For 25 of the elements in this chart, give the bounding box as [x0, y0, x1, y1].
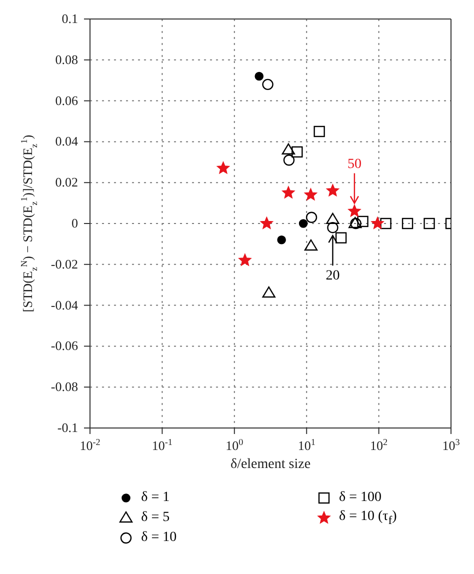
y-tick-label: -0.04 [50, 297, 78, 312]
legend-label: δ = 10 [141, 530, 177, 546]
legend-label: δ = 10 (τ$_{f}$) [338, 509, 397, 527]
y-tick-label: 0.04 [55, 134, 78, 149]
y-tick-label: -0.1 [57, 420, 78, 435]
x-tick-label: 10$^{3}$ [442, 437, 460, 453]
legend-label: δ = 100 [338, 490, 382, 506]
x-axis-title: δ/element size [230, 457, 311, 472]
x-tick-label: 10$^{-1}$ [152, 437, 172, 453]
legend-label: δ = 1 [141, 490, 170, 506]
x-tick-label: 10$^{2}$ [370, 437, 388, 453]
y-tick-label: 0.1 [62, 11, 78, 26]
y-tick-label: -0.06 [50, 338, 78, 354]
x-tick-label: 10$^{-2}$ [80, 437, 101, 453]
y-tick-label: -0.02 [50, 256, 78, 272]
y-tick-label: 0.06 [55, 92, 78, 108]
y-tick-label: 0 [72, 216, 78, 230]
legend-label: δ = 5 [141, 510, 170, 526]
x-tick-label: 10$^{0}$ [226, 437, 244, 453]
y-tick-label: 0.02 [55, 174, 78, 190]
annotation: 20 [326, 268, 340, 284]
x-tick-label: 10$^{1}$ [298, 437, 316, 453]
y-tick-label: -0.08 [50, 379, 78, 394]
y-tick-label: 0.08 [55, 52, 78, 67]
annotation: 50 [347, 157, 362, 172]
